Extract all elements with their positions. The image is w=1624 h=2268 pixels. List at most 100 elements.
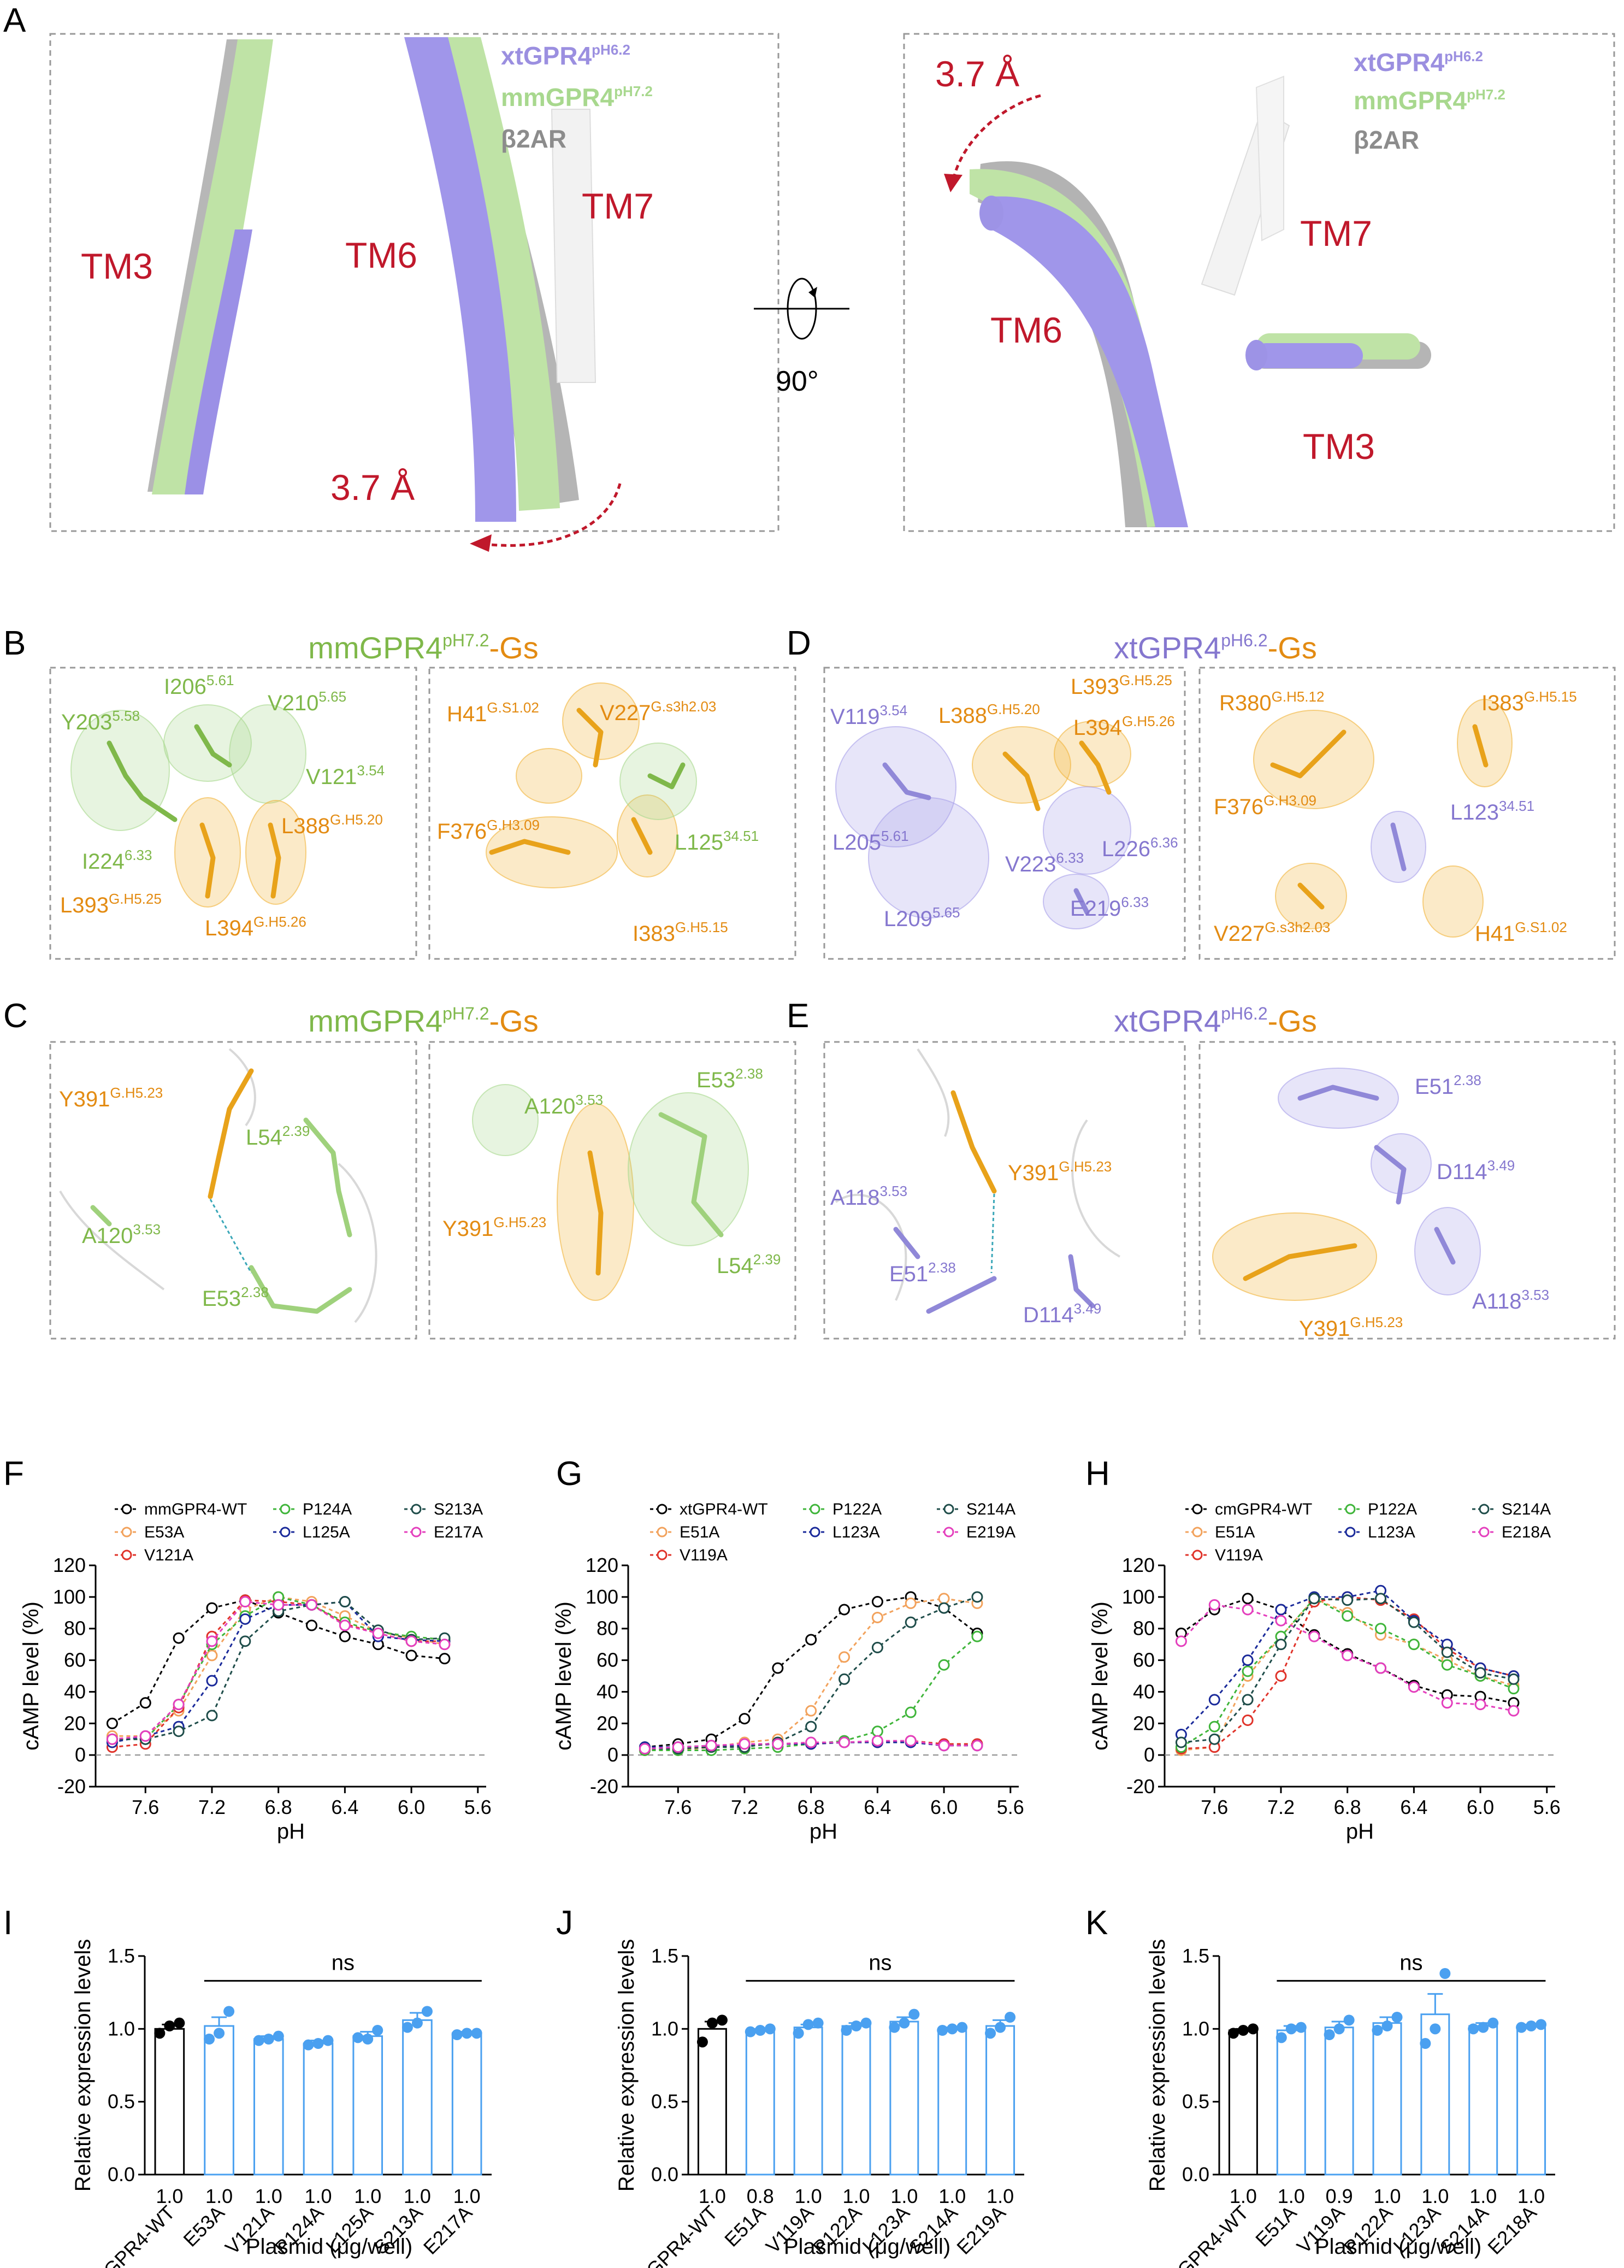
panelE-right-residue: D1143.49 xyxy=(1437,1157,1515,1184)
density-blob xyxy=(1043,874,1109,929)
bar xyxy=(1372,2022,1402,2176)
x-axis-title: Plasmid (μg/well) xyxy=(784,2235,950,2259)
x-axis-title: Plasmid (μg/well) xyxy=(246,2235,412,2259)
panel-label-i: I xyxy=(3,1904,13,1942)
tm6-xt-helix xyxy=(404,37,516,522)
data-point xyxy=(871,1735,883,1747)
legend-swatch-marker xyxy=(1345,1527,1356,1537)
series-E217A xyxy=(106,1596,451,1745)
residue-name: I206 xyxy=(164,675,206,699)
data-point xyxy=(1474,1699,1486,1711)
legend-label: E53A xyxy=(144,1523,184,1541)
data-point xyxy=(1242,1694,1254,1706)
bar xyxy=(154,2028,185,2176)
panel-a-left-box xyxy=(49,33,779,532)
legend-swatch-marker xyxy=(280,1504,291,1515)
x-tick-label: 6.4 xyxy=(331,1796,358,1818)
series-line xyxy=(645,1596,978,1750)
data-point xyxy=(739,1713,751,1725)
panelB-right-residue: I383G.H5.15 xyxy=(633,919,728,946)
residue-stick xyxy=(950,1090,997,1194)
density-blob xyxy=(1457,699,1513,787)
data-point xyxy=(838,1604,851,1616)
legend-swatch-marker xyxy=(411,1527,422,1537)
residue-name: A120 xyxy=(82,1224,133,1248)
replicate-point xyxy=(223,2006,235,2017)
residue-superscript: G.H5.26 xyxy=(1122,713,1175,729)
y-tick-label: 0 xyxy=(607,1743,618,1766)
panelE-right-residue: Y391G.H5.23 xyxy=(1299,1314,1403,1341)
bar-chart-j: 0.0 0.5 1.0 1.5 Relative expression levels 1.… xyxy=(615,1939,1024,2268)
panelB-left-residue: V2105.65 xyxy=(268,688,346,715)
panelC-left-residue: Y391G.H5.23 xyxy=(59,1085,163,1111)
density-blob xyxy=(617,794,678,877)
bar xyxy=(1276,2029,1306,2176)
data-point xyxy=(739,1738,751,1750)
replicate-point xyxy=(1381,2020,1393,2031)
bar-charts: 0.0 0.5 1.0 1.5 Relative expression levels 1.… xyxy=(71,1939,1555,2268)
residue-name: L123 xyxy=(1450,800,1499,824)
legend-swatch-marker xyxy=(1479,1504,1490,1515)
density-blob xyxy=(562,682,640,760)
line-chart-f: -20 0 20 40 60 80 100 120 7.6 7.2 6.8 6.4 6.0 5.6 pH cA… xyxy=(19,1500,492,1843)
residue-name: I383 xyxy=(1481,691,1524,715)
legend-swatch-marker xyxy=(657,1527,668,1537)
bar xyxy=(1228,2029,1258,2176)
y-tick-label: 40 xyxy=(597,1680,618,1703)
data-point xyxy=(805,1705,817,1717)
legend-b2ar-label: β2AR xyxy=(501,125,566,153)
panel-a-left-arrowhead xyxy=(470,534,492,552)
data-point xyxy=(106,1717,118,1729)
residue-stick xyxy=(1270,729,1347,779)
y-axis-title: Relative expression levels xyxy=(71,1939,95,2192)
data-point xyxy=(106,1733,118,1745)
panel-b-right-box xyxy=(428,667,796,960)
panelE-title-gs: -Gs xyxy=(1268,1004,1317,1038)
y-tick-label: 80 xyxy=(597,1617,618,1640)
panel-a-right-shift-arrow xyxy=(952,94,1041,181)
panelC-left-residue: E532.38 xyxy=(202,1284,269,1311)
data-point xyxy=(1175,1736,1187,1748)
legend-swatch-marker xyxy=(810,1527,820,1537)
x-tick-label: 6.0 xyxy=(398,1796,425,1818)
panelD-left-residue: L393G.H5.25 xyxy=(1071,672,1172,699)
replicate-point xyxy=(860,2017,872,2029)
y-tick-label: 20 xyxy=(1133,1712,1155,1734)
bar xyxy=(841,2025,871,2176)
legend-swatch-marker xyxy=(1192,1527,1203,1537)
residue-name: Y391 xyxy=(59,1087,110,1111)
amount-label: 1.0 xyxy=(842,2185,870,2207)
data-point xyxy=(273,1599,285,1611)
panelB-right-residue: F376G.H3.09 xyxy=(437,817,540,844)
density-blob xyxy=(229,704,306,804)
residue-superscript: G.H5.15 xyxy=(1524,688,1577,705)
data-point xyxy=(905,1706,917,1718)
replicate-point xyxy=(1285,2023,1297,2035)
data-point xyxy=(1375,1593,1387,1605)
residue-name: D114 xyxy=(1437,1160,1487,1184)
replicate-point xyxy=(164,2020,175,2031)
density-blob xyxy=(1422,865,1484,938)
residue-superscript: 2.39 xyxy=(753,1251,781,1268)
data-point xyxy=(871,1596,883,1608)
data-point xyxy=(805,1634,817,1646)
bar-chart-i: 0.0 0.5 1.0 1.5 Relative expression levels 1.… xyxy=(71,1939,492,2268)
data-point xyxy=(971,1591,983,1603)
residue-name: L388 xyxy=(281,814,330,838)
tm3-xt-helix xyxy=(185,229,252,494)
amount-label: 1.0 xyxy=(1517,2185,1545,2207)
panel-a-right-tm6-label: TM6 xyxy=(990,310,1062,350)
panelB-title: mmGPR4pH7.2-Gs xyxy=(308,631,538,665)
panelC-title-receptor: mmGPR4 xyxy=(308,1004,442,1038)
residue-stick xyxy=(199,822,216,899)
panelE-left-residue: A1183.53 xyxy=(830,1183,907,1210)
residue-stick xyxy=(107,740,178,822)
residue-superscript: G.H5.25 xyxy=(1119,672,1172,688)
legend-label: L123A xyxy=(1368,1523,1415,1541)
data-point xyxy=(239,1635,251,1647)
structure-panels: mmGPR4pH7.2-Gs xtGPR4pH6.2-GsmmGPR4pH7.2-… xyxy=(49,631,1616,1341)
data-point xyxy=(1342,1610,1354,1622)
data-point xyxy=(938,1593,950,1605)
amount-label: 1.0 xyxy=(255,2185,282,2207)
data-point xyxy=(1242,1665,1254,1677)
